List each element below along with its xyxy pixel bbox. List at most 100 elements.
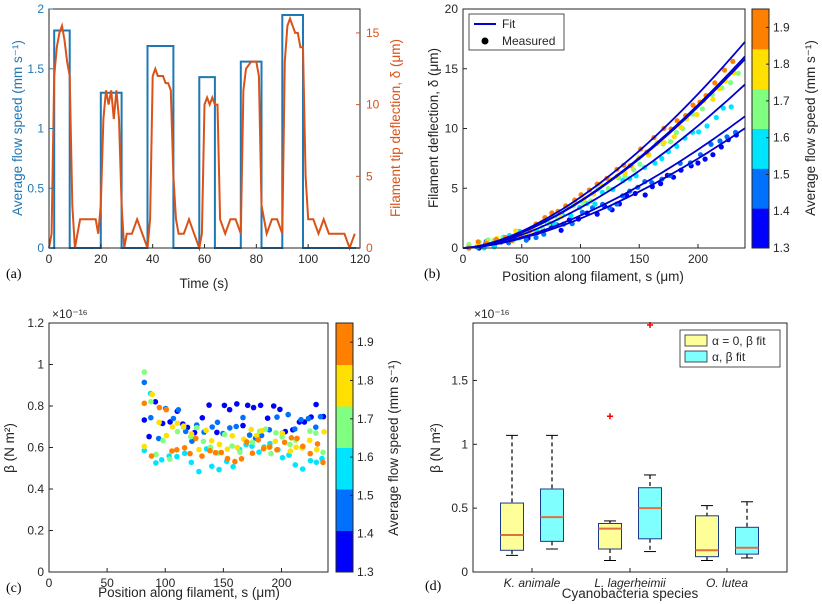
colorbar-segment [752, 128, 769, 169]
beta-point [317, 413, 324, 420]
measured-point [712, 80, 718, 86]
tip-deflection-line [48, 15, 356, 252]
panel-c-ytick-label: 0.4 [27, 482, 44, 496]
colorbar-tick-label: 1.8 [357, 373, 374, 387]
beta-point [141, 443, 148, 450]
beta-point [141, 379, 148, 386]
colorbar-tick-label: 1.8 [773, 57, 790, 71]
beta-point [152, 399, 159, 405]
panel-b-xtick-label: 200 [688, 252, 708, 266]
panel-d-ylabel: β (N m²) [428, 423, 443, 473]
panel-b: 0 50 100 150 200 0 5 10 15 20 Fit Measured Positi… [424, 2, 818, 284]
panel-a-xtick-label: 40 [146, 252, 160, 266]
measured-point [513, 228, 519, 234]
beta-point [203, 427, 209, 434]
beta-point [174, 428, 181, 435]
panel-c-colorbar-label: Average flow speed (mm s⁻¹) [386, 360, 401, 536]
panel-a-ytick-right-label: 15 [366, 26, 380, 40]
legend-alpha0-swatch [684, 334, 708, 347]
panel-c: 0 50 100 150 200 0 0.2 0.4 0.6 0.8 1 1.2 ×10⁻¹⁶ Pos… [2, 307, 401, 600]
legend-alphafit-label: α, β fit [712, 350, 746, 364]
beta-point [234, 444, 241, 451]
colorbar-tick-label: 1.7 [357, 412, 374, 426]
colorbar-frame [751, 8, 770, 249]
beta-point [193, 435, 199, 442]
panel-b-legend: Fit Measured [468, 13, 565, 51]
beta-point [208, 438, 215, 444]
beta-point [170, 415, 177, 422]
measured-point [717, 138, 723, 144]
colorbar-segment [336, 530, 353, 573]
panel-a-ytick-right-label: 10 [366, 98, 380, 112]
measured-point [659, 156, 665, 162]
legend-measured-marker [481, 37, 489, 45]
beta-point [321, 429, 327, 435]
beta-point [287, 441, 293, 448]
measured-point [730, 58, 736, 64]
beta-point [272, 438, 279, 445]
beta-point [207, 447, 213, 454]
beta-point [175, 407, 182, 413]
beta-point [155, 435, 162, 442]
beta-point [307, 457, 314, 464]
panel-c-xtick-label: 0 [46, 576, 53, 590]
beta-point [187, 450, 193, 457]
measured-point [674, 118, 680, 124]
panel-a-ylabel-left: Average flow speed (mm s⁻¹) [10, 40, 25, 216]
beta-point [169, 424, 176, 430]
beta-point [216, 441, 223, 448]
colorbar-segment [336, 447, 353, 490]
colorbar-segment [752, 168, 769, 209]
beta-point [188, 431, 195, 437]
beta-point [294, 435, 300, 442]
measured-point [702, 156, 708, 162]
panel-c-xtick-label: 100 [155, 576, 175, 590]
panel-c-ytick-label: 1.2 [27, 316, 44, 330]
beta-point [196, 446, 202, 453]
beta-point [160, 437, 166, 444]
panel-d-label: (d) [425, 579, 442, 594]
panel-c-xtick-label: 200 [271, 576, 291, 590]
beta-point [232, 458, 238, 465]
beta-point [221, 402, 228, 409]
measured-point [667, 139, 674, 145]
beta-point [169, 448, 175, 454]
measured-point [710, 152, 716, 158]
beta-point [244, 439, 250, 445]
beta-point [314, 441, 321, 447]
outlier-marker [607, 413, 613, 420]
beta-point [270, 403, 277, 409]
colorbar-tick-label: 1.3 [357, 565, 374, 579]
box [598, 522, 622, 550]
fit-curve [462, 41, 746, 249]
beta-point [188, 459, 195, 466]
beta-point [238, 456, 245, 462]
legend-fit-label: Fit [502, 17, 516, 31]
beta-point [274, 447, 280, 453]
panel-d-exponent: ×10⁻¹⁶ [474, 307, 510, 321]
panel-b-ytick-label: 5 [451, 181, 458, 195]
measured-point [674, 143, 680, 149]
colorbar-segment [752, 208, 769, 249]
beta-point [281, 439, 288, 446]
panel-c-ytick-label: 0.8 [27, 399, 44, 413]
panel-d-ytick-label: 0 [461, 565, 468, 579]
beta-point [307, 428, 313, 434]
colorbar-segment [336, 489, 353, 531]
measured-point [727, 79, 734, 86]
legend-alphafit-swatch [684, 350, 708, 363]
beta-point [313, 459, 320, 466]
colorbar-tick-label: 1.6 [773, 131, 790, 145]
measured-point [523, 237, 529, 243]
beta-point [227, 425, 233, 431]
beta-point [258, 427, 265, 434]
legend-alpha0-label: α = 0, β fit [712, 334, 766, 348]
measured-point [728, 104, 734, 110]
panel-b-ylabel: Filament deflection, δ (μm) [426, 48, 441, 208]
panel-a-ylabel-right: Filament tip deflection, δ (μm) [388, 39, 403, 217]
beta-point [256, 449, 262, 456]
beta-point [141, 400, 148, 407]
beta-point [209, 463, 215, 470]
measured-point [661, 140, 667, 146]
